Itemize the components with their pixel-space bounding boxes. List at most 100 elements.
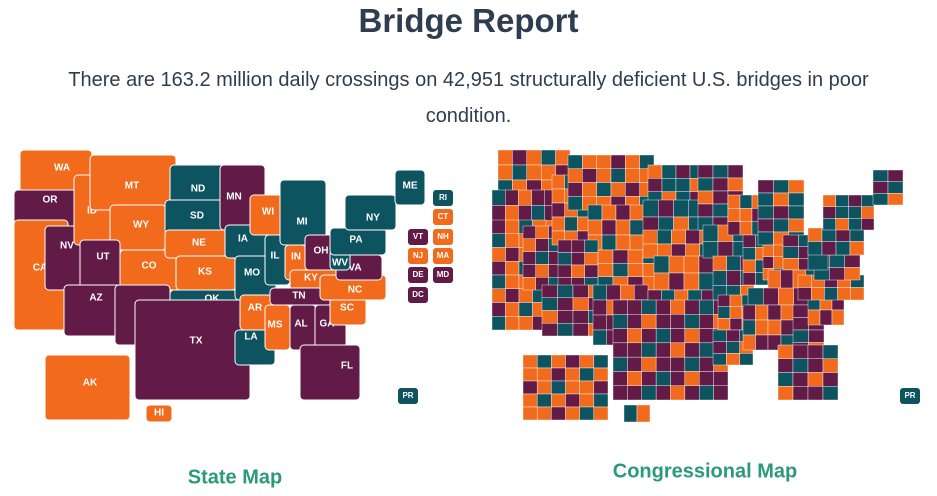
district	[567, 182, 583, 197]
district	[807, 372, 824, 387]
district	[536, 367, 552, 382]
district	[887, 193, 904, 206]
state-label: MN	[226, 192, 242, 203]
district	[697, 164, 714, 179]
state-box	[408, 267, 428, 283]
district	[655, 314, 671, 329]
district	[596, 154, 612, 169]
district	[698, 272, 715, 291]
district	[612, 356, 628, 372]
district	[861, 194, 875, 207]
district	[627, 249, 644, 264]
state-label: CT	[438, 212, 449, 221]
district	[551, 354, 566, 369]
district	[807, 386, 824, 401]
district	[658, 199, 674, 218]
district	[757, 231, 774, 246]
district	[579, 380, 595, 395]
district	[729, 294, 743, 307]
district	[742, 334, 756, 351]
district	[675, 178, 691, 192]
district	[522, 238, 536, 252]
district	[564, 216, 578, 232]
district	[675, 164, 691, 179]
district	[661, 178, 677, 192]
district	[636, 404, 651, 423]
district	[579, 406, 595, 421]
district	[592, 299, 607, 316]
district	[505, 189, 519, 206]
district	[579, 354, 595, 369]
district	[536, 354, 552, 369]
district	[505, 274, 520, 289]
district	[712, 255, 727, 271]
district	[773, 256, 785, 269]
state-label: NC	[348, 285, 362, 296]
district	[522, 225, 536, 240]
district	[777, 344, 794, 359]
district	[717, 241, 734, 259]
district	[610, 154, 626, 169]
district	[742, 259, 756, 273]
state-box	[408, 229, 428, 245]
district	[757, 179, 774, 194]
district	[647, 164, 663, 179]
district	[655, 328, 671, 344]
district	[792, 386, 809, 401]
district	[670, 371, 686, 386]
district	[579, 367, 595, 382]
district	[767, 319, 782, 336]
state-label: NE	[192, 238, 206, 249]
district	[627, 299, 642, 315]
district	[729, 306, 743, 319]
district	[572, 284, 589, 298]
district	[822, 372, 839, 387]
district	[848, 206, 862, 219]
district	[615, 219, 631, 236]
district	[683, 255, 700, 274]
district	[657, 229, 672, 245]
district	[699, 328, 714, 344]
district	[491, 247, 506, 262]
district	[699, 299, 714, 315]
state-box	[433, 190, 453, 206]
district	[518, 189, 532, 206]
district	[522, 406, 538, 421]
district	[821, 241, 837, 256]
district	[848, 194, 862, 207]
district	[522, 393, 538, 408]
district	[582, 182, 597, 197]
district	[777, 386, 794, 401]
district	[668, 272, 685, 291]
district	[684, 328, 700, 344]
district	[861, 218, 875, 231]
territory-label: PR	[904, 391, 915, 400]
state-box	[433, 248, 453, 264]
district	[777, 372, 794, 387]
district	[684, 385, 700, 401]
district	[491, 233, 506, 248]
district	[612, 328, 628, 344]
district	[726, 270, 741, 286]
district	[623, 404, 638, 423]
district	[727, 194, 741, 209]
district	[505, 233, 520, 248]
district	[844, 267, 861, 281]
district	[653, 255, 670, 274]
state-label: RI	[439, 193, 447, 202]
district	[582, 154, 597, 169]
district	[872, 181, 889, 194]
state-label: FL	[341, 361, 353, 372]
district	[670, 314, 686, 329]
district	[497, 149, 513, 166]
district	[849, 241, 865, 256]
district	[612, 249, 629, 264]
district	[699, 385, 714, 401]
district	[505, 302, 520, 317]
district	[571, 252, 585, 266]
district	[642, 229, 658, 245]
district	[726, 341, 740, 354]
district	[727, 208, 741, 222]
district	[641, 371, 657, 386]
district	[822, 386, 839, 401]
